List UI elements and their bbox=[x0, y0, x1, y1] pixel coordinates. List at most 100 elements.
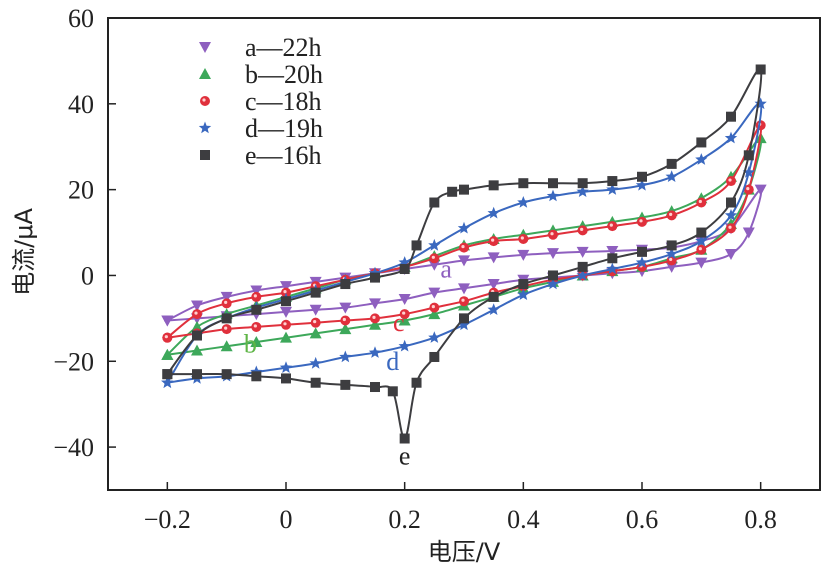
x-tick-label: 0.2 bbox=[388, 505, 421, 534]
data-point-triangle-down bbox=[199, 42, 211, 53]
data-point-triangle-down bbox=[725, 249, 737, 260]
circle-highlight bbox=[520, 236, 524, 240]
circle-highlight bbox=[580, 227, 584, 231]
data-point-star bbox=[368, 346, 382, 358]
data-point-circle bbox=[696, 197, 707, 208]
data-point-triangle-up bbox=[369, 318, 381, 330]
series-e bbox=[162, 64, 766, 444]
circle-highlight bbox=[224, 326, 228, 330]
data-point-triangle-down bbox=[665, 261, 678, 273]
data-point-circle bbox=[281, 319, 291, 330]
x-tick-label: 0 bbox=[280, 505, 293, 534]
data-point-star bbox=[546, 189, 560, 202]
data-point-square bbox=[251, 371, 262, 382]
y-axis-title: 电流/μA bbox=[10, 208, 38, 296]
y-tick-label: 40 bbox=[68, 90, 94, 119]
circle-highlight bbox=[313, 320, 317, 324]
data-point-star bbox=[428, 331, 441, 343]
data-point-star bbox=[517, 196, 530, 208]
curve-label-b: b bbox=[244, 330, 257, 359]
x-tick-label: 0.4 bbox=[507, 505, 540, 534]
data-point-square bbox=[221, 313, 232, 324]
data-point-square bbox=[200, 150, 210, 160]
circle-highlight bbox=[253, 294, 257, 298]
data-point-triangle-up bbox=[428, 308, 441, 320]
data-point-circle bbox=[488, 236, 499, 247]
data-point-triangle-up bbox=[339, 323, 352, 335]
data-point-square bbox=[429, 197, 440, 208]
x-tick-label: 0.8 bbox=[744, 505, 777, 534]
series-a bbox=[161, 184, 767, 327]
circle-highlight bbox=[746, 187, 750, 191]
data-point-triangle-up bbox=[280, 331, 292, 343]
data-point-square bbox=[755, 64, 766, 75]
circle-highlight bbox=[609, 223, 613, 227]
circle-highlight bbox=[550, 232, 554, 236]
data-point-star bbox=[724, 208, 738, 221]
circle-highlight bbox=[461, 298, 465, 302]
data-point-triangle-up bbox=[191, 320, 203, 332]
data-point-square bbox=[577, 261, 588, 272]
data-point-square bbox=[637, 171, 647, 182]
data-point-circle bbox=[637, 216, 647, 227]
data-point-circle bbox=[370, 313, 380, 324]
data-point-square bbox=[251, 304, 262, 315]
data-point-triangle-down bbox=[250, 285, 263, 297]
circle-highlight bbox=[728, 225, 732, 229]
data-point-square bbox=[370, 272, 380, 283]
data-point-star bbox=[606, 262, 619, 275]
data-point-square bbox=[743, 150, 754, 161]
legend-item-e: e—16h bbox=[200, 141, 322, 170]
data-point-triangle-down bbox=[754, 184, 767, 196]
data-point-triangle-down bbox=[576, 246, 589, 258]
data-point-square bbox=[696, 137, 707, 148]
legend-label: d—19h bbox=[245, 114, 323, 143]
data-point-star bbox=[635, 256, 649, 268]
y-tick-label: 60 bbox=[68, 4, 94, 33]
data-point-square bbox=[281, 373, 291, 384]
data-point-star bbox=[665, 170, 678, 182]
data-point-square bbox=[310, 377, 321, 388]
data-point-star bbox=[428, 238, 441, 251]
curve-label-d: d bbox=[386, 347, 399, 376]
data-point-star bbox=[665, 247, 678, 260]
data-point-circle bbox=[251, 321, 262, 332]
legend-label: c—18h bbox=[245, 87, 322, 116]
data-point-triangle-down bbox=[161, 315, 174, 327]
circle-highlight bbox=[283, 322, 287, 326]
data-point-triangle-down bbox=[428, 259, 441, 271]
data-point-triangle-up bbox=[220, 340, 233, 352]
data-point-triangle-down bbox=[280, 306, 292, 318]
data-point-triangle-down bbox=[517, 249, 530, 261]
data-point-square bbox=[370, 382, 380, 393]
data-point-circle bbox=[221, 298, 232, 309]
data-point-star bbox=[161, 376, 174, 388]
data-point-triangle-up bbox=[309, 327, 322, 339]
data-point-star bbox=[457, 221, 471, 234]
data-point-star bbox=[198, 121, 212, 134]
circle-highlight bbox=[431, 305, 435, 309]
data-point-star bbox=[457, 318, 471, 331]
data-point-star bbox=[398, 256, 411, 268]
legend-label: a—22h bbox=[245, 33, 322, 62]
data-point-square bbox=[607, 176, 618, 187]
data-point-triangle-up bbox=[161, 348, 174, 360]
x-tick-label: 0.6 bbox=[626, 505, 659, 534]
data-point-star bbox=[635, 178, 649, 191]
data-point-star bbox=[754, 97, 767, 110]
legend-item-c: c—18h bbox=[200, 87, 322, 116]
y-tick-label: −40 bbox=[53, 433, 94, 462]
data-point-square bbox=[548, 178, 558, 189]
data-point-circle bbox=[399, 309, 410, 320]
data-point-triangle-down bbox=[487, 279, 500, 291]
circle-highlight bbox=[461, 244, 465, 249]
data-point-star bbox=[309, 356, 322, 369]
circle-highlight bbox=[342, 317, 346, 322]
data-point-circle bbox=[162, 332, 173, 343]
data-point-triangle-down bbox=[547, 248, 559, 260]
y-tick-label: 0 bbox=[81, 261, 94, 290]
circle-highlight bbox=[698, 199, 702, 204]
data-point-square bbox=[548, 270, 558, 281]
